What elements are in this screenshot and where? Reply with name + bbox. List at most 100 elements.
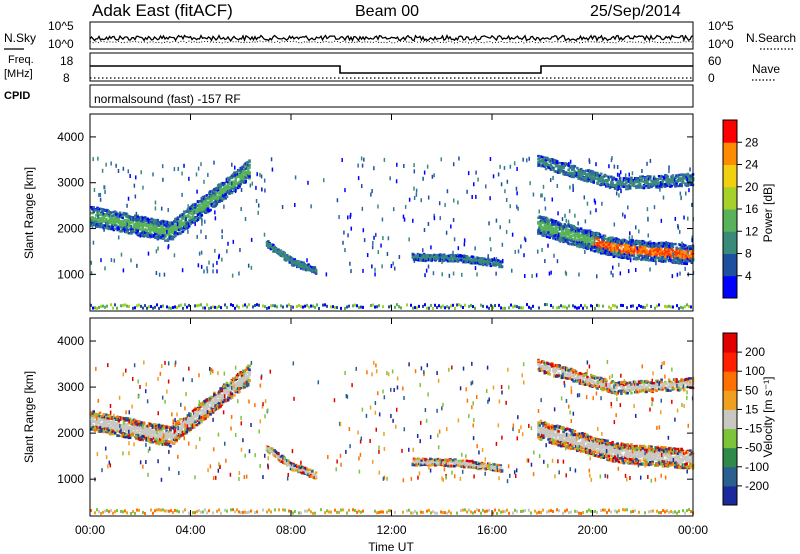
echo-cell: [193, 206, 196, 209]
echo-cell: [240, 187, 243, 192]
echo-cell: [189, 207, 192, 210]
echo-cell: [551, 166, 554, 170]
echo-cell: [655, 182, 658, 186]
echo-cell: [288, 257, 291, 260]
echo-cell: [504, 306, 506, 310]
echo-cell: [97, 430, 101, 433]
echo-cell: [371, 264, 373, 269]
echo-cell: [221, 235, 223, 240]
echo-cell: [121, 425, 124, 428]
echo-cell: [266, 306, 268, 310]
echo-cell: [152, 511, 154, 515]
echo-cell: [250, 265, 253, 270]
echo-cell: [579, 245, 583, 248]
echo-cell: [266, 510, 268, 514]
echo-cell: [640, 179, 643, 182]
echo-cell: [293, 263, 297, 267]
echo-cell: [225, 187, 229, 190]
echo-cell: [667, 249, 671, 253]
echo-cell: [181, 171, 183, 176]
echo-cell: [576, 175, 579, 178]
echo-cell: [96, 415, 99, 418]
echo-cell: [170, 509, 172, 513]
echo-cell: [543, 165, 547, 168]
echo-cell: [686, 509, 688, 513]
echo-cell: [591, 238, 594, 241]
echo-cell: [104, 190, 106, 195]
echo-cell: [211, 204, 215, 208]
echo-cell: [540, 511, 542, 515]
echo-cell: [537, 221, 540, 225]
echo-cell: [210, 190, 214, 193]
echo-cell: [187, 229, 189, 234]
echo-cell: [245, 172, 249, 175]
echo-cell: [610, 158, 613, 163]
echo-cell: [142, 232, 146, 236]
echo-cell: [641, 185, 644, 189]
echo-cell: [98, 192, 100, 197]
echo-cell: [183, 163, 185, 168]
echo-cell: [205, 205, 209, 208]
echo-cell: [499, 265, 503, 268]
echo-cell: [649, 249, 652, 252]
echo-cell: [206, 207, 210, 210]
echo-cell: [166, 221, 170, 224]
echo-cell: [311, 270, 314, 274]
echo-cell: [111, 424, 114, 428]
echo-cell: [598, 244, 602, 248]
echo-cell: [499, 263, 503, 266]
echo-cell: [330, 305, 332, 309]
echo-cell: [576, 227, 579, 230]
echo-cell: [452, 250, 454, 255]
echo-cell: [508, 219, 511, 224]
echo-cell: [572, 228, 575, 232]
echo-cell: [198, 509, 200, 513]
echo-cell: [195, 207, 199, 211]
echo-cell: [568, 304, 570, 308]
echo-cell: [171, 226, 175, 229]
echo-cell: [196, 200, 200, 204]
echo-cell: [630, 251, 633, 255]
echo-cell: [128, 225, 132, 228]
echo-cell: [196, 509, 198, 513]
echo-cell: [110, 417, 113, 420]
echo-cell: [687, 176, 691, 179]
echo-cell: [546, 223, 549, 226]
echo-cell: [606, 243, 609, 246]
echo-cell: [95, 422, 98, 425]
echo-cell: [661, 178, 665, 182]
echo-cell: [561, 238, 564, 242]
echo-cell: [203, 206, 206, 210]
echo-cell: [107, 423, 111, 427]
echo-cell: [203, 179, 205, 184]
echo-cell: [184, 221, 187, 225]
echo-cell: [679, 177, 682, 180]
echo-cell: [412, 306, 414, 310]
echo-cell: [614, 509, 616, 513]
echo-cell: [310, 304, 312, 308]
echo-cell: [198, 200, 201, 203]
echo-cell: [571, 167, 573, 172]
echo-cell: [588, 172, 592, 176]
echo-cell: [287, 257, 290, 260]
echo-cell: [121, 435, 124, 438]
echo-cell: [461, 257, 465, 260]
echo-cell: [426, 306, 428, 310]
echo-cell: [416, 252, 420, 256]
echo-cell: [620, 245, 623, 248]
echo-cell: [615, 184, 618, 188]
echo-cell: [587, 177, 590, 181]
echo-cell: [613, 249, 616, 254]
echo-cell: [306, 268, 309, 271]
echo-cell: [626, 508, 628, 512]
echo-cell: [646, 252, 650, 255]
echo-cell: [493, 257, 496, 262]
echo-cell: [102, 212, 106, 216]
echo-cell: [563, 225, 567, 229]
echo-cell: [686, 303, 688, 307]
echo-cell: [320, 508, 322, 512]
echo-cell: [584, 245, 588, 248]
echo-cell: [542, 219, 545, 223]
echo-cell: [568, 166, 572, 170]
echo-cell: [189, 206, 192, 209]
